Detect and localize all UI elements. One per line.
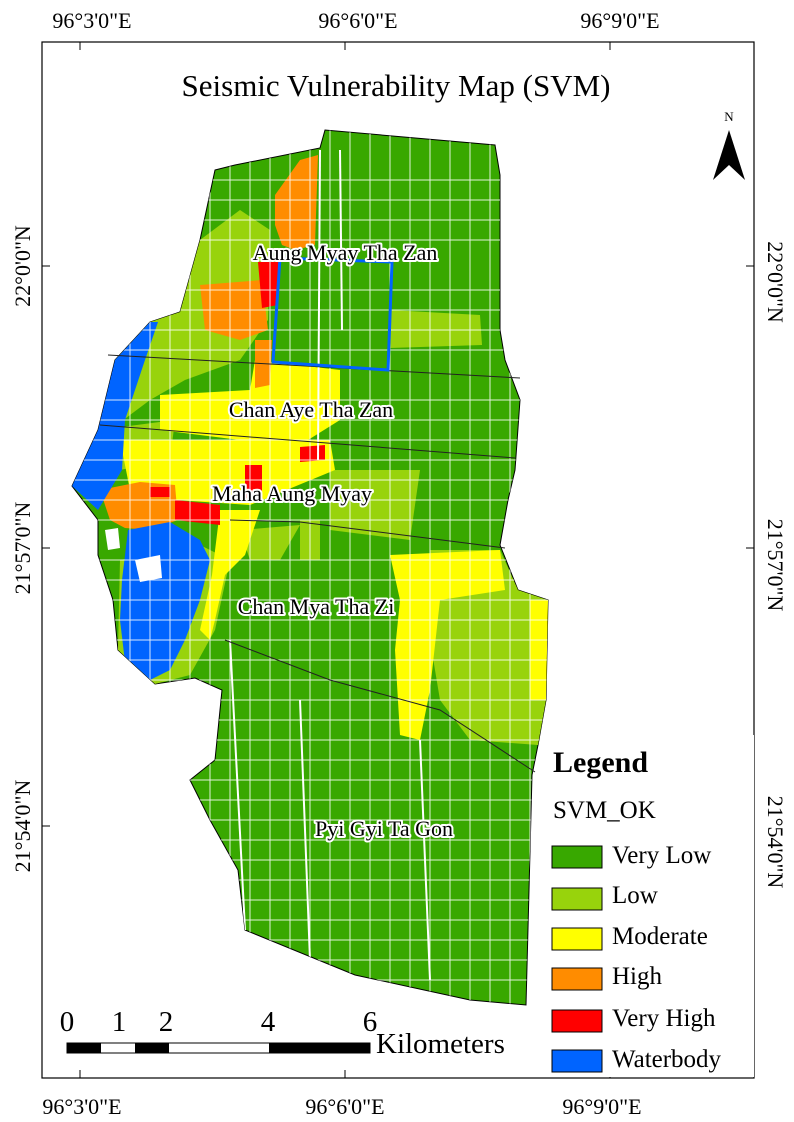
zone-very-high [150, 262, 325, 525]
legend-item-low: Low [551, 882, 658, 911]
legend-item-very-high: Very High [551, 1005, 716, 1033]
scale-tick-4: 4 [261, 1006, 276, 1038]
north-label: N [724, 109, 734, 124]
legend-item-waterbody: Waterbody [551, 1046, 722, 1073]
township-label-pyi-gyi-ta-gon: Pyi Gyi Ta Gon [315, 816, 453, 841]
township-label-aung-myay-tha-zan: Aung Myay Tha Zan [253, 240, 438, 265]
coord-bottom-2: 96°6'0"E [305, 1094, 384, 1119]
legend-swatch [551, 845, 603, 869]
city-map: Aung Myay Tha Zan Chan Aye Tha Zan Maha … [71, 129, 549, 1006]
legend-label: Very High [612, 1005, 716, 1032]
coord-top-1: 96°3'0"E [52, 8, 131, 33]
township-boundaries [99, 354, 536, 773]
major-roads [229, 149, 431, 981]
legend-field: SVM_OK [553, 797, 656, 824]
right-coordinate-labels: 22°0'0"N 21°57'0"N 21°54'0"N [763, 241, 788, 888]
legend-swatch [551, 887, 603, 911]
scale-segment [269, 1043, 370, 1053]
scale-tick-0: 0 [60, 1006, 75, 1038]
legend-label: Very Low [612, 842, 711, 869]
scale-segment [67, 1043, 101, 1053]
legend: Legend SVM_OK Very Low Low Moderate High… [546, 735, 754, 1077]
coord-left-3: 21°54'0"N [10, 780, 35, 873]
map-title: Seismic Vulnerability Map (SVM) [182, 68, 611, 103]
moat-outline [271, 256, 394, 372]
scale-unit: Kilometers [376, 1028, 505, 1060]
legend-label: Low [612, 882, 658, 909]
legend-item-high: High [551, 963, 663, 991]
legend-label: Moderate [612, 923, 708, 950]
top-coordinate-labels: 96°3'0"E 96°6'0"E 96°9'0"E [52, 8, 659, 33]
north-arrow-icon: N [713, 109, 745, 180]
legend-swatch [551, 967, 603, 991]
map-frame [41, 41, 755, 1079]
lake-islands [105, 528, 162, 582]
legend-label: Waterbody [612, 1046, 722, 1073]
scale-bar: 0 1 2 4 6 Kilometers [60, 1006, 505, 1060]
legend-swatch [551, 1049, 603, 1073]
vulnerability-zones [72, 130, 548, 1005]
scale-tick-1: 1 [112, 1006, 127, 1038]
legend-swatch [551, 927, 603, 951]
legend-label: High [612, 963, 663, 990]
coord-bottom-3: 96°9'0"E [562, 1094, 641, 1119]
coord-bottom-1: 96°3'0"E [42, 1094, 121, 1119]
coord-left-1: 22°0'0"N [10, 225, 35, 307]
legend-item-very-low: Very Low [551, 842, 711, 869]
coord-top-2: 96°6'0"E [318, 8, 397, 33]
legend-title: Legend [553, 746, 648, 779]
scale-tick-2: 2 [159, 1006, 174, 1038]
legend-item-moderate: Moderate [551, 923, 708, 951]
left-coordinate-labels: 22°0'0"N 21°57'0"N 21°54'0"N [10, 225, 35, 872]
coord-top-3: 96°9'0"E [580, 8, 659, 33]
township-label-chan-mya-tha-zi: Chan Mya Tha Zi [238, 594, 395, 619]
coord-right-2: 21°57'0"N [763, 519, 788, 612]
coord-right-3: 21°54'0"N [763, 796, 788, 889]
legend-swatch [551, 1009, 603, 1033]
street-network [72, 130, 548, 1005]
scale-segment [135, 1043, 169, 1053]
coord-right-1: 22°0'0"N [763, 241, 788, 323]
bottom-coordinate-labels: 96°3'0"E 96°6'0"E 96°9'0"E [42, 1094, 641, 1119]
scale-tick-6: 6 [363, 1006, 378, 1038]
township-label-maha-aung-myay: Maha Aung Myay [212, 481, 372, 506]
township-label-chan-aye-tha-zan: Chan Aye Tha Zan [229, 397, 393, 422]
coord-left-2: 21°57'0"N [10, 502, 35, 595]
